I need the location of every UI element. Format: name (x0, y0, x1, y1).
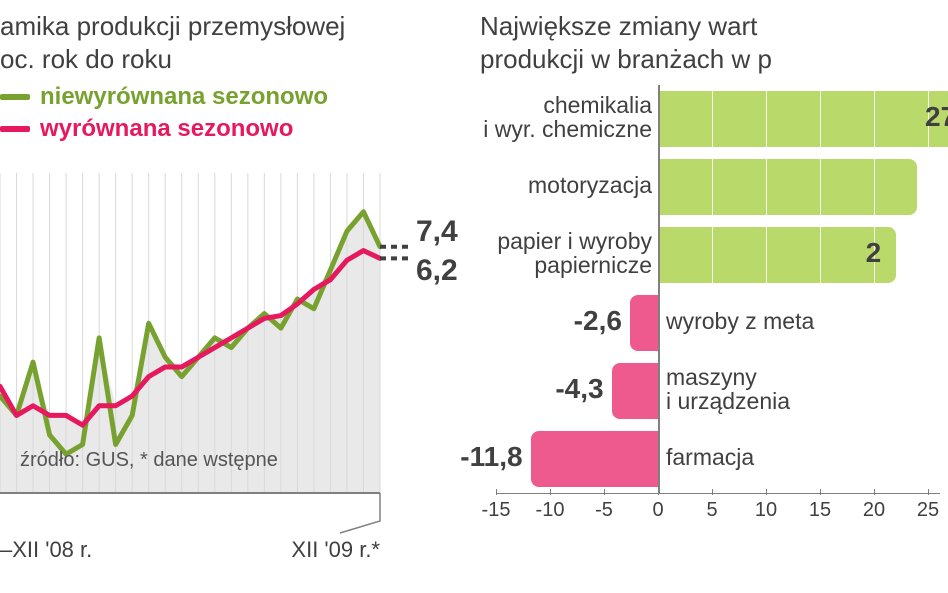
source-note: źródło: GUS, * dane wstępne (20, 449, 278, 472)
right-title: Największe zmiany wart produkcji w branż… (480, 10, 948, 75)
bar-label: motoryzacja (528, 173, 652, 197)
bar-label: wyroby z meta (666, 309, 814, 333)
bar-xaxis-tick: 5 (706, 499, 717, 522)
bar-row: papier i wyrobypapiernicze 2 (480, 221, 940, 289)
bar-xaxis: -15 -10 -5 0 5 10 15 20 25 (480, 493, 940, 529)
bar-label: maszynyi urządzenia (666, 365, 790, 413)
line-chart: 7,4 6,2 źródło: GUS, * dane wstępne –XII… (0, 153, 460, 543)
bar-xaxis-tick: -5 (595, 499, 613, 522)
legend-swatch-0 (0, 94, 30, 100)
bar-row: chemikaliai wyr. chemiczne27, (480, 85, 940, 153)
end-label-top: 7,4 (416, 215, 458, 249)
bar-value: -2,6 (574, 305, 622, 337)
line-chart-svg (0, 153, 460, 543)
right-title-line1: Największe zmiany wart (480, 10, 948, 43)
legend-item-0: niewyrównana sezonowo (0, 83, 460, 111)
legend-item-1: wyrównana sezonowo (0, 115, 460, 143)
legend-swatch-1 (0, 126, 30, 132)
bar (531, 431, 658, 487)
legend-label-1: wyrównana sezonowo (40, 115, 293, 143)
bar-xaxis-tick: 15 (809, 499, 831, 522)
bar-row: motoryzacja (480, 153, 940, 221)
left-title: amika produkcji przemysłowej oc. rok do … (0, 10, 460, 75)
bar-value: 2 (866, 237, 882, 269)
bar-xaxis-tick: 20 (863, 499, 885, 522)
bar-row: maszynyi urządzenia -4,3 (480, 357, 940, 425)
xaxis-right: XII '09 r.* (291, 537, 380, 563)
bar (658, 91, 948, 147)
bar-label: chemikaliai wyr. chemiczne (483, 93, 652, 141)
left-title-line1: amika produkcji przemysłowej (0, 10, 460, 43)
bar-row: farmacja-11,8 (480, 425, 940, 493)
right-chart-panel: Największe zmiany wart produkcji w branż… (470, 0, 948, 593)
left-chart-panel: amika produkcji przemysłowej oc. rok do … (0, 0, 470, 593)
bar-xaxis-tick: 0 (652, 499, 663, 522)
bar-xaxis-tick: -10 (536, 499, 565, 522)
left-title-line2: oc. rok do roku (0, 43, 460, 76)
bar-label: farmacja (666, 445, 754, 469)
bar-xaxis-tick: 25 (917, 499, 939, 522)
bar-xaxis-tick: 10 (755, 499, 777, 522)
bar (612, 363, 658, 419)
bar-chart: chemikaliai wyr. chemiczne27, motoryzacja… (480, 85, 940, 565)
bar-value: -4,3 (555, 373, 603, 405)
xaxis-left: –XII '08 r. (0, 537, 92, 563)
bar-row: wyroby z meta -2,6 (480, 289, 940, 357)
bar-xaxis-tick: -15 (482, 499, 511, 522)
bar (658, 227, 896, 283)
bar-value: -11,8 (460, 441, 522, 473)
bar (658, 159, 917, 215)
right-title-line2: produkcji w branżach w p (480, 43, 948, 76)
bar-value: 27, (925, 101, 948, 133)
bar-label: papier i wyrobypapiernicze (497, 229, 652, 277)
end-label-bottom: 6,2 (416, 254, 458, 288)
legend: niewyrównana sezonowo wyrównana sezonowo (0, 83, 460, 143)
bar (630, 295, 658, 351)
legend-label-0: niewyrównana sezonowo (40, 83, 328, 111)
